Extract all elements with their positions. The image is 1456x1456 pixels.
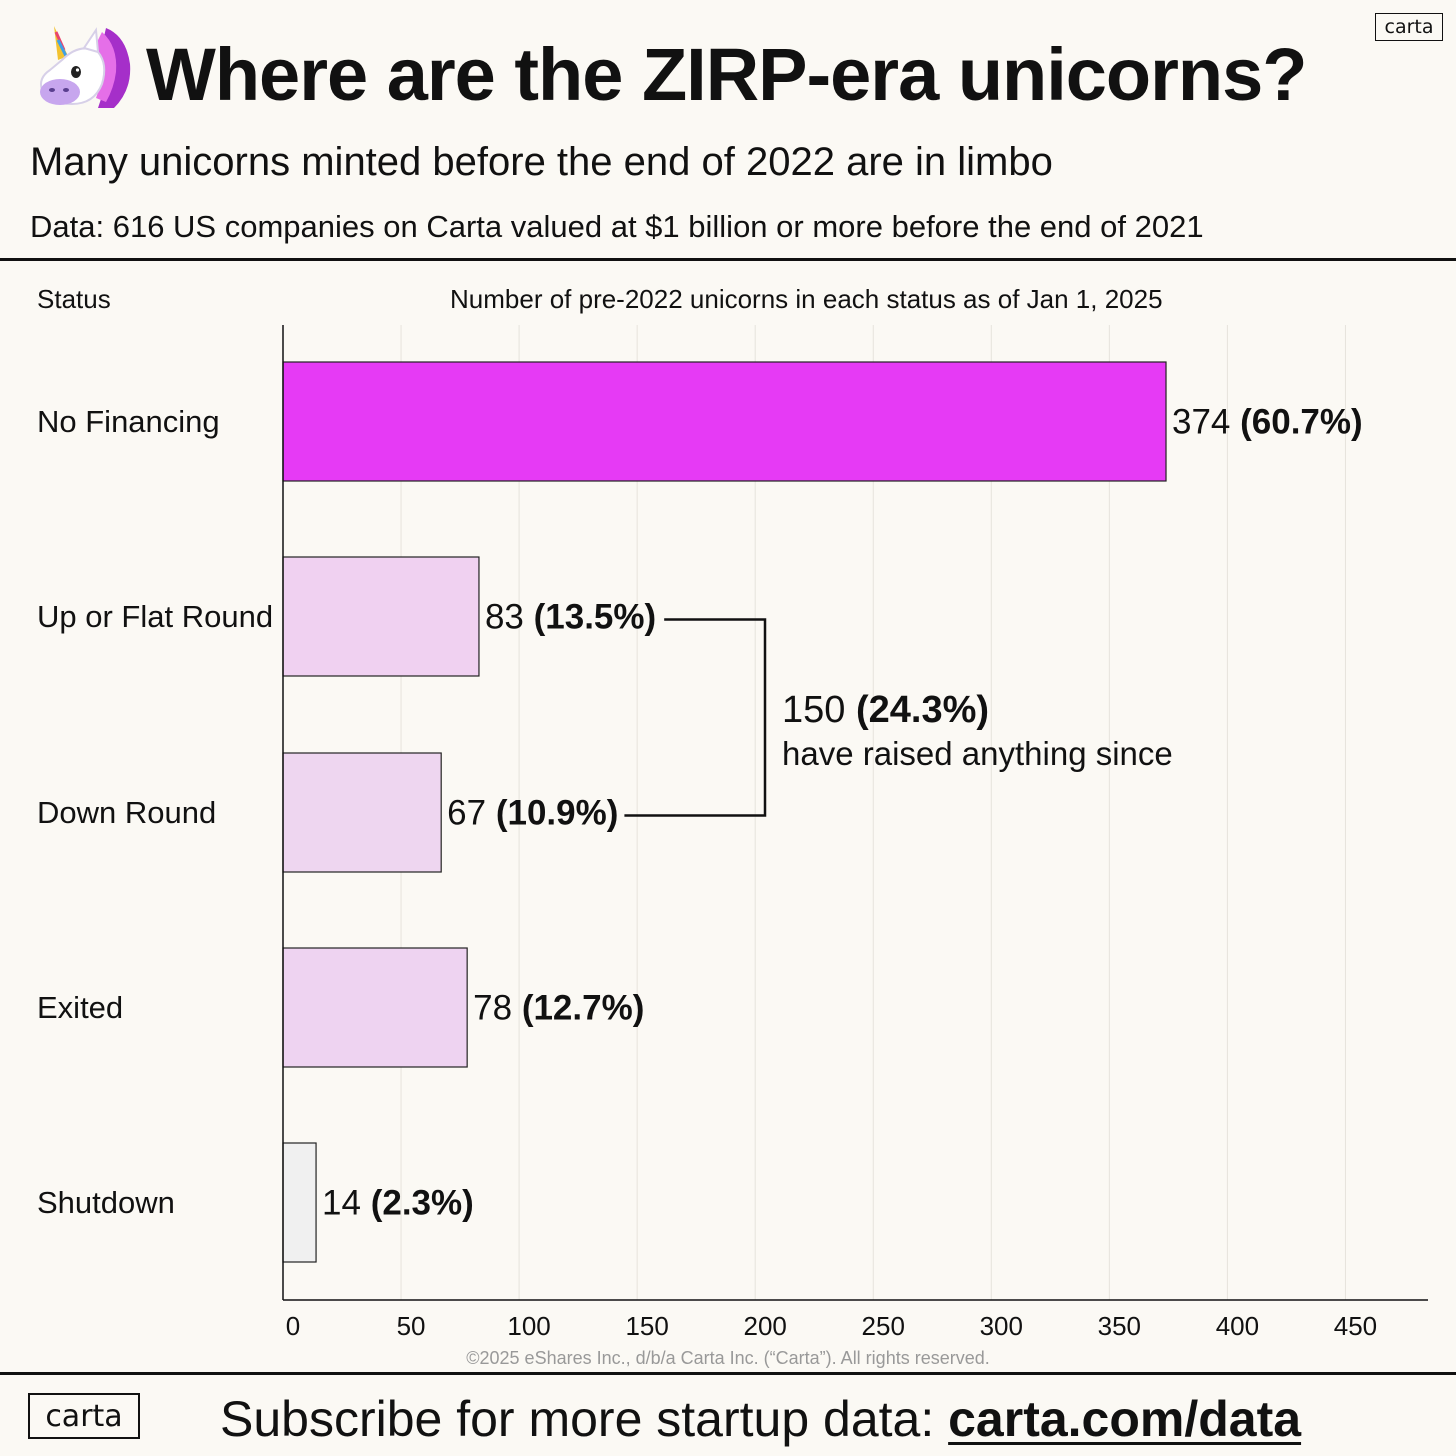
data-label-percent: (2.3%) [371,1184,474,1223]
bracket-connector [624,618,767,817]
data-label-value: 67 [447,794,496,833]
data-label-value: 374 [1172,403,1240,442]
status-column-header: Status [37,284,111,314]
data-label-value: 83 [485,598,534,637]
data-label-percent: (60.7%) [1240,403,1363,442]
data-label-percent: (12.7%) [522,989,645,1028]
footer-carta-logo: carta [28,1393,140,1439]
x-tick-label-250: 250 [862,1311,905,1341]
copyright-notice: ©2025 eShares Inc., d/b/a Carta Inc. (“C… [466,1348,990,1368]
data-label-down-round: 67 (10.9%) [447,794,618,833]
category-label-exited: Exited [37,990,124,1025]
category-label-down-round: Down Round [37,795,217,830]
data-label-percent: (10.9%) [496,794,619,833]
data-label-no-financing: 374 (60.7%) [1172,403,1363,442]
x-tick-label-100: 100 [507,1311,550,1341]
data-label-up-or-flat-round: 83 (13.5%) [485,598,656,637]
footer-divider [0,1372,1456,1375]
header-carta-logo: carta [1375,13,1443,41]
category-label-no-financing: No Financing [37,404,220,439]
page-title: Where are the ZIRP-era unicorns? [146,33,1307,116]
subscribe-text: Subscribe for more startup data: [220,1391,949,1447]
data-label-exited: 78 (12.7%) [473,989,644,1028]
data-label-shutdown: 14 (2.3%) [322,1184,474,1223]
annotation-value: 150 [782,689,856,731]
page-subtitle: Many unicorns minted before the end of 2… [30,140,1053,184]
data-label-value: 14 [322,1184,371,1223]
category-label-up-or-flat-round: Up or Flat Round [37,599,274,634]
unicorn-icon [36,24,134,110]
x-tick-label-200: 200 [744,1311,787,1341]
subscribe-cta: Subscribe for more startup data: carta.c… [220,1390,1301,1448]
bar-no-financing [282,361,1167,482]
bar-up-or-flat-round [282,556,480,677]
header-divider [0,258,1456,261]
data-label-value: 78 [473,989,522,1028]
x-tick-label-0: 0 [286,1311,300,1341]
data-note: Data: 616 US companies on Carta valued a… [30,209,1204,244]
x-tick-label-400: 400 [1216,1311,1259,1341]
bar-shutdown [282,1142,317,1263]
x-tick-label-150: 150 [625,1311,668,1341]
carta-data-link[interactable]: carta.com/data [948,1391,1302,1447]
data-label-percent: (13.5%) [534,598,657,637]
chart-heading: Number of pre-2022 unicorns in each stat… [450,284,1163,314]
x-tick-label-300: 300 [980,1311,1023,1341]
x-tick-label-350: 350 [1098,1311,1141,1341]
annotation-text: have raised anything since [782,735,1173,772]
annotation-percent: (24.3%) [856,689,989,731]
x-tick-label-50: 50 [397,1311,426,1341]
category-label-shutdown: Shutdown [37,1185,175,1220]
bar-down-round [282,752,442,873]
bar-exited [282,947,468,1068]
x-tick-label-450: 450 [1334,1311,1377,1341]
annotation-total: 150 (24.3%) [782,689,989,731]
